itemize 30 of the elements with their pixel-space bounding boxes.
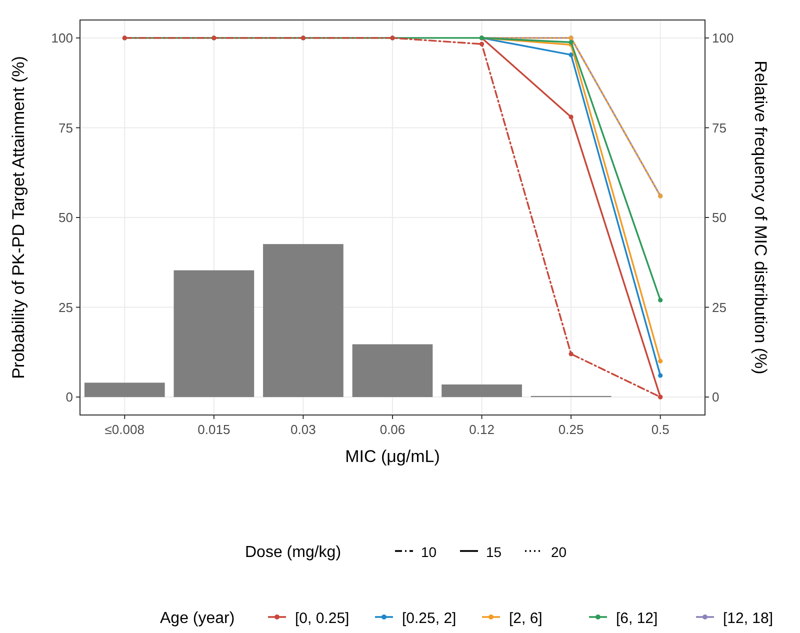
y2-tick-label: 50: [712, 210, 726, 226]
legend-label: [0.25, 2]: [402, 610, 456, 627]
x-tick-label: 0.12: [469, 422, 494, 437]
x-tick-label: 0.015: [198, 422, 230, 437]
y-tick-label: 100: [51, 30, 73, 46]
y-tick-label: 0: [66, 390, 73, 405]
text: 15: [486, 544, 502, 560]
x-tick-label: ≤0.008: [104, 422, 144, 437]
y2-tick-label: 25: [712, 300, 726, 315]
y-axis-title: Probability of PK-PD Target Attainment (%): [9, 56, 28, 379]
legend-label: [0, 0.25]: [295, 610, 350, 627]
legend-label: [6, 12]: [616, 610, 658, 627]
text: 20: [551, 544, 567, 560]
text: 10: [421, 544, 437, 560]
y-tick-label: 50: [58, 210, 73, 226]
y-tick-label: 75: [58, 120, 73, 136]
legend-title: Age (year): [160, 610, 235, 627]
y2-tick-label: 0: [712, 390, 720, 405]
x-tick-label: 0.5: [651, 422, 670, 437]
x-tick-label: 0.25: [558, 422, 584, 437]
x-tick-label: 0.03: [290, 422, 316, 437]
x-axis-title: MIC (μg/mL): [345, 447, 440, 466]
legend-label: [2, 6]: [509, 610, 542, 627]
y2-tick-label: 75: [712, 120, 726, 136]
legend-label: [12, 18]: [723, 610, 774, 627]
x-tick-label: 0.06: [380, 422, 406, 437]
y-tick-label: 25: [58, 300, 73, 315]
y2-tick-label: 100: [712, 30, 734, 46]
y2-axis-title: Relative frequency of MIC distribution (%): [751, 60, 770, 374]
text: Dose (mg/kg): [245, 544, 342, 561]
